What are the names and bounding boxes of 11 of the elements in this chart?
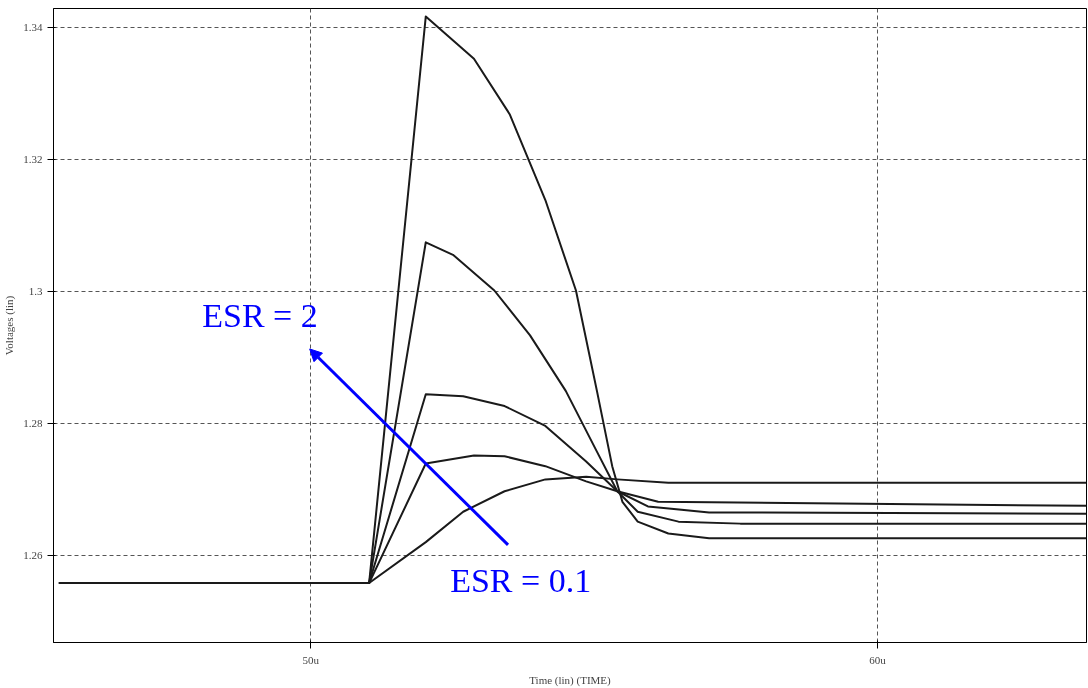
x-tick-label: 50u: [302, 653, 320, 666]
y-axis-title: Voltages (lin): [3, 295, 17, 356]
x-axis-title: Time (lin) (TIME): [529, 673, 612, 687]
y-tick-label: 1.28: [23, 417, 43, 430]
y-tick-label: 1.3: [28, 285, 43, 298]
y-tick-label: 1.26: [23, 549, 43, 562]
annotation: ESR = 2: [202, 296, 318, 334]
x-tick-label: 60u: [869, 653, 887, 666]
annotation: ESR = 0.1: [450, 562, 592, 600]
y-tick-label: 1.32: [23, 153, 43, 166]
y-tick-label: 1.34: [23, 21, 43, 34]
